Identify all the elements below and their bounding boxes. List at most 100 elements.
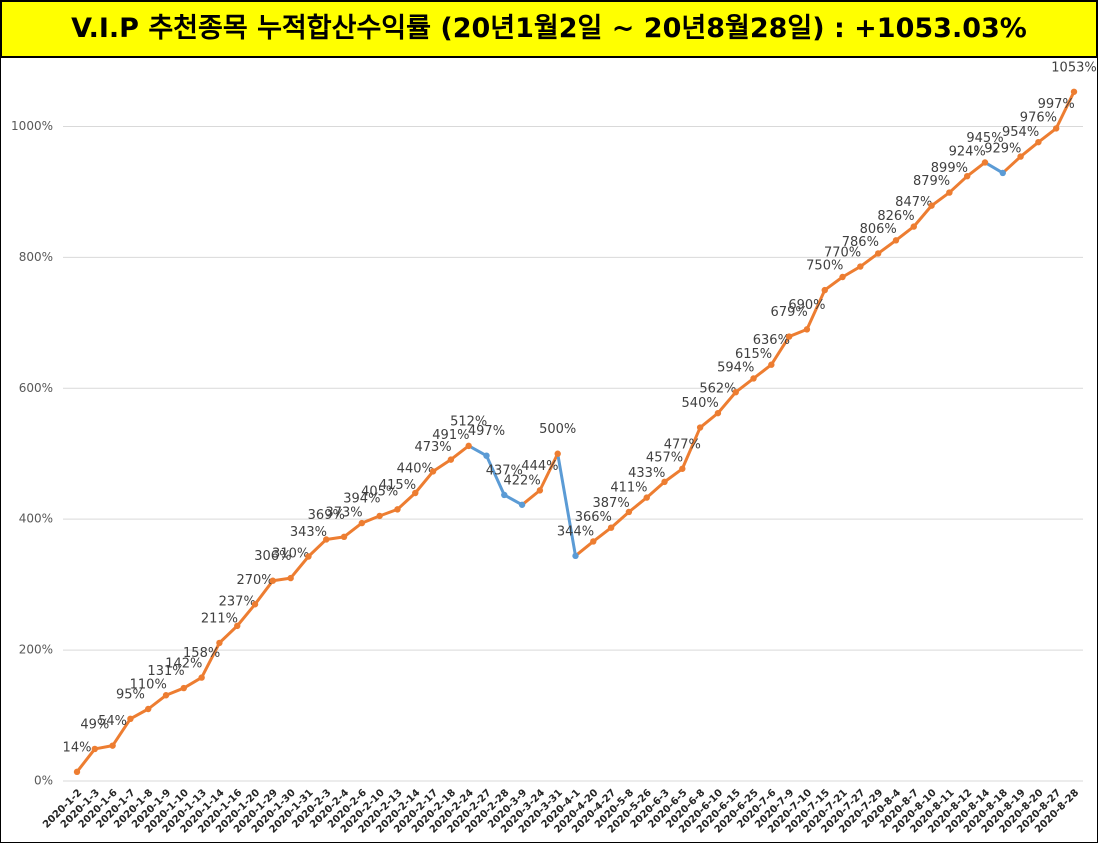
line-segment [1054, 90, 1076, 130]
marker [857, 263, 864, 270]
marker [465, 442, 472, 450]
line-segment [342, 521, 364, 539]
line-segment [663, 467, 684, 484]
marker [714, 409, 722, 417]
y-tick-label: 0% [34, 774, 53, 788]
data-label: 343% [290, 525, 327, 540]
line-segment [734, 376, 756, 394]
data-label: 411% [610, 480, 647, 495]
line-segment [413, 469, 435, 495]
line-segment [574, 539, 595, 558]
data-label: 997% [1038, 97, 1075, 112]
marker [999, 169, 1006, 177]
line-segment [912, 204, 934, 229]
y-tick-label: 1000% [11, 119, 53, 133]
line-segment [769, 335, 791, 367]
data-label: 945% [966, 131, 1003, 146]
marker [518, 501, 526, 508]
data-label: 976% [1020, 111, 1057, 126]
marker [376, 512, 383, 520]
y-tick-label: 200% [19, 643, 53, 657]
data-label: 847% [895, 195, 932, 210]
data-label: 929% [984, 141, 1021, 156]
marker [768, 361, 775, 368]
data-label: 440% [397, 462, 434, 477]
data-label: 477% [664, 437, 701, 452]
marker [679, 465, 686, 472]
line-segment [841, 265, 862, 279]
data-label: 369% [308, 508, 345, 523]
data-label: 500% [539, 422, 576, 437]
data-label: 786% [842, 235, 879, 250]
marker [234, 622, 241, 630]
line-segment [306, 537, 328, 558]
marker [394, 506, 401, 513]
data-label: 49% [80, 717, 109, 732]
data-label: 826% [877, 209, 914, 224]
data-label: 1053% [1051, 60, 1096, 75]
data-label: 924% [949, 145, 986, 160]
marker [892, 237, 900, 244]
marker [661, 478, 668, 486]
data-label: 491% [432, 428, 469, 443]
chart-title: V.I.P 추천종목 누적합산수익률 (20년1월2일 ~ 20년8월28일) … [1, 1, 1097, 58]
line-segment [538, 452, 560, 492]
marker [145, 705, 152, 713]
line-segment [467, 444, 488, 458]
data-label: 615% [735, 347, 772, 362]
marker [821, 286, 828, 294]
marker [1035, 138, 1042, 146]
data-label: 95% [116, 687, 145, 702]
line-segment [645, 480, 667, 500]
data-label: 211% [201, 611, 238, 626]
y-tick-label: 400% [19, 512, 53, 526]
marker [963, 173, 971, 180]
marker [643, 494, 650, 501]
line-segment [965, 160, 987, 178]
line-segment [1036, 126, 1058, 144]
data-label: 306% [254, 549, 291, 564]
data-label: 344% [557, 524, 594, 539]
data-label: 237% [219, 594, 256, 609]
marker [946, 189, 953, 196]
line-segment [128, 707, 150, 721]
marker [572, 552, 579, 560]
data-label: 750% [806, 259, 843, 274]
marker [501, 491, 508, 499]
line-segment [289, 554, 310, 580]
line-segment [1019, 140, 1040, 159]
line-segment [182, 676, 204, 690]
marker [910, 223, 917, 230]
data-label: 679% [771, 305, 808, 320]
marker [590, 538, 597, 545]
line-segment [217, 624, 239, 645]
line-segment [698, 411, 720, 430]
marker [732, 389, 739, 396]
marker [127, 715, 134, 723]
data-label: 387% [593, 496, 630, 511]
data-label: 422% [504, 473, 541, 488]
data-label: 770% [824, 246, 861, 261]
line-segment [983, 160, 1005, 175]
line-segment [823, 275, 845, 292]
data-label: 899% [931, 161, 968, 176]
line-segment [395, 491, 417, 511]
marker [429, 468, 437, 475]
line-segment [449, 444, 471, 462]
marker [1052, 125, 1060, 132]
line-segment [75, 747, 97, 774]
marker [447, 456, 455, 463]
marker [251, 601, 259, 608]
marker [323, 536, 330, 543]
line-segment [431, 458, 453, 473]
data-label: 512% [450, 414, 487, 429]
marker [73, 768, 81, 776]
marker [198, 674, 205, 681]
line-segment [253, 579, 275, 606]
line-segment [752, 363, 773, 380]
data-label: 954% [1002, 125, 1039, 140]
line-segment [200, 641, 221, 680]
marker [874, 250, 882, 257]
data-label: 433% [628, 466, 665, 481]
line-segment [111, 717, 132, 748]
